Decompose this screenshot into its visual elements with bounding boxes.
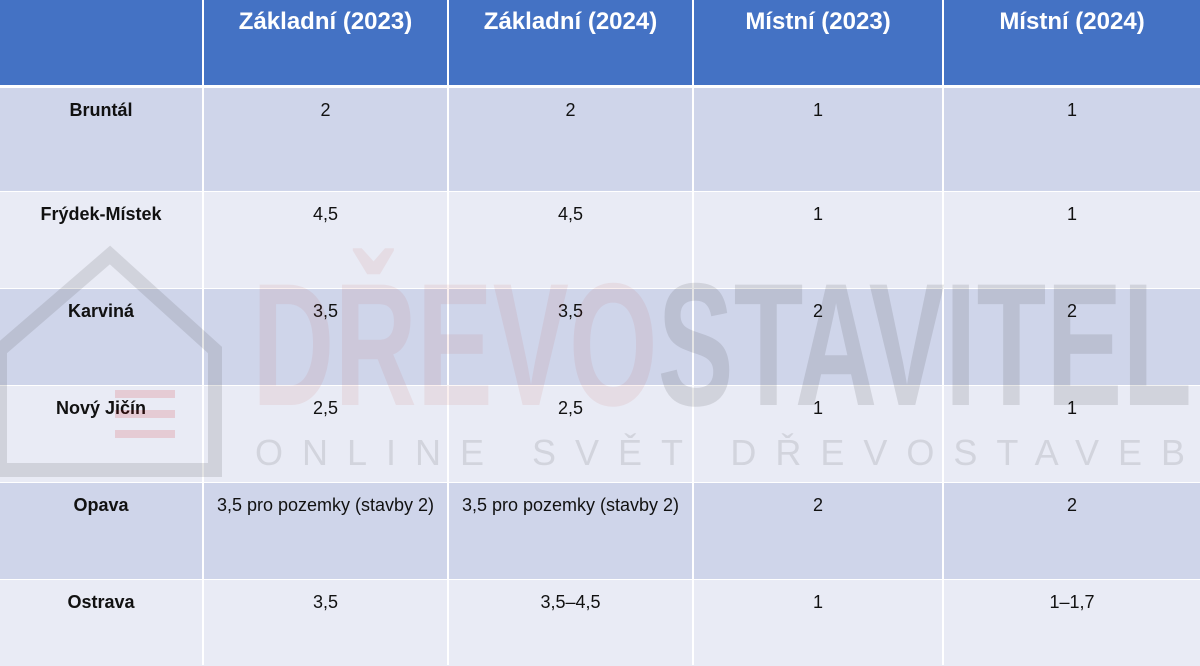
- table-cell: 1: [942, 384, 1200, 482]
- table-cell: 3,5: [202, 287, 448, 385]
- column-header: Místní (2023): [692, 0, 943, 88]
- table-cell: 3,5 pro pozemky (stavby 2): [447, 481, 693, 579]
- table-cell: 3,5–4,5: [447, 578, 693, 665]
- column-header: Místní (2024): [942, 0, 1200, 88]
- row-header: Frýdek-Místek: [0, 190, 203, 288]
- table-cell: 3,5: [202, 578, 448, 665]
- table-cell: 1: [942, 190, 1200, 288]
- table-cell: 2: [692, 481, 943, 579]
- table-cell: 3,5 pro pozemky (stavby 2): [202, 481, 448, 579]
- row-header: Karviná: [0, 287, 203, 385]
- table-row: Ostrava 3,5 3,5–4,5 1 1–1,7: [0, 578, 1200, 665]
- table-cell: 4,5: [202, 190, 448, 288]
- table-cell: 3,5: [447, 287, 693, 385]
- table-cell: 1: [692, 85, 943, 191]
- table-body: Bruntál 2 2 1 1 Frýdek-Místek 4,5 4,5 1 1 Karviná 3…: [0, 85, 1200, 665]
- corner-cell: [0, 0, 203, 88]
- table-row: Nový Jičín 2,5 2,5 1 1: [0, 384, 1200, 482]
- row-header: Ostrava: [0, 578, 203, 665]
- header-row: Základní (2023) Základní (2024) Místní (20…: [0, 0, 1200, 88]
- table-cell: 1–1,7: [942, 578, 1200, 665]
- table-cell: 2,5: [447, 384, 693, 482]
- table-cell: 1: [692, 578, 943, 665]
- row-header: Opava: [0, 481, 203, 579]
- table-row: Frýdek-Místek 4,5 4,5 1 1: [0, 190, 1200, 288]
- table-row: Opava 3,5 pro pozemky (stavby 2) 3,5 pro p…: [0, 481, 1200, 579]
- table-cell: 2: [942, 481, 1200, 579]
- table-cell: 2: [447, 85, 693, 191]
- column-header: Základní (2024): [447, 0, 693, 88]
- row-header: Nový Jičín: [0, 384, 203, 482]
- table-row: Bruntál 2 2 1 1: [0, 85, 1200, 191]
- table-cell: 1: [692, 384, 943, 482]
- column-header: Základní (2023): [202, 0, 448, 88]
- table-cell: 1: [692, 190, 943, 288]
- table-cell: 2: [942, 287, 1200, 385]
- table-cell: 4,5: [447, 190, 693, 288]
- table-row: Karviná 3,5 3,5 2 2: [0, 287, 1200, 385]
- table-cell: 2: [202, 85, 448, 191]
- table-cell: 1: [942, 85, 1200, 191]
- table-cell: 2: [692, 287, 943, 385]
- table-cell: 2,5: [202, 384, 448, 482]
- row-header: Bruntál: [0, 85, 203, 191]
